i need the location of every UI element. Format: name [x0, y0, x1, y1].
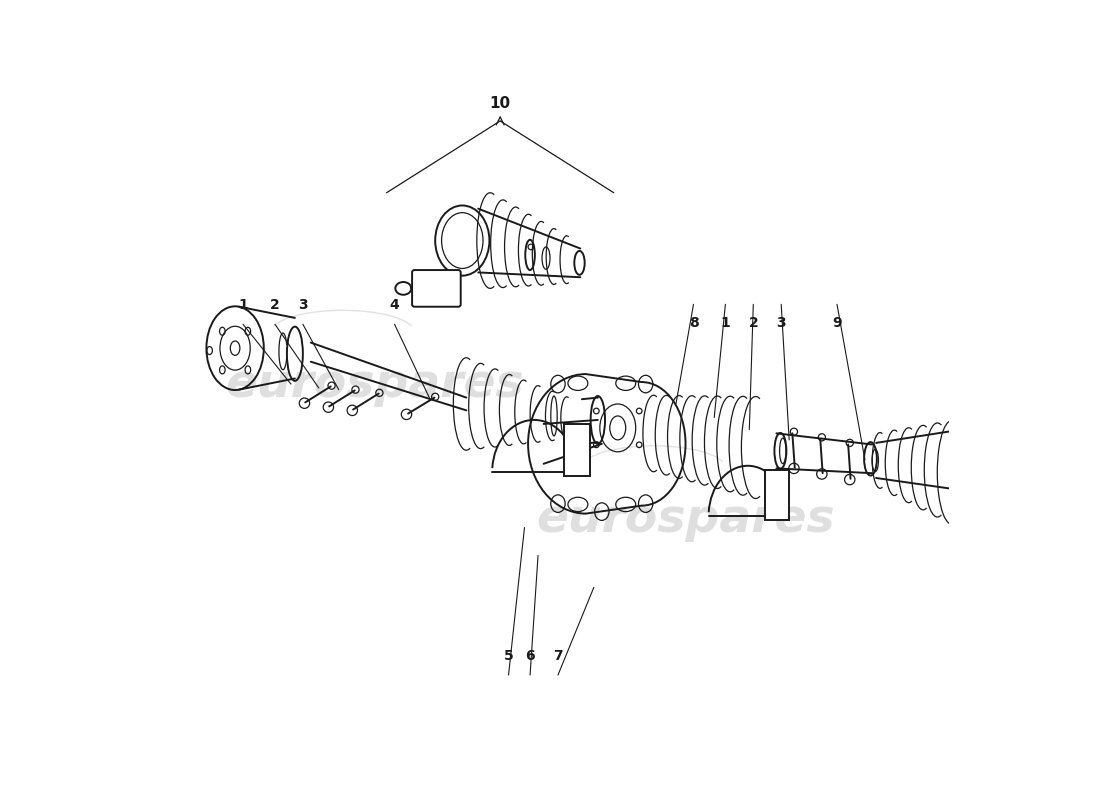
- Text: 9: 9: [833, 316, 842, 330]
- Text: 10: 10: [490, 97, 510, 111]
- Text: 7: 7: [553, 649, 563, 663]
- Text: eurospares: eurospares: [536, 497, 835, 542]
- Text: eurospares: eurospares: [226, 362, 524, 406]
- Text: 3: 3: [777, 316, 786, 330]
- Text: 2: 2: [271, 298, 279, 312]
- Text: 8: 8: [689, 316, 698, 330]
- Text: 4: 4: [389, 298, 399, 312]
- Text: 1: 1: [239, 298, 248, 312]
- Text: 1: 1: [720, 316, 730, 330]
- Text: 6: 6: [526, 649, 535, 663]
- FancyBboxPatch shape: [412, 270, 461, 306]
- Text: 3: 3: [298, 298, 308, 312]
- Text: 5: 5: [504, 649, 514, 663]
- Bar: [564, 424, 590, 476]
- Bar: [766, 470, 789, 519]
- Text: 2: 2: [748, 316, 758, 330]
